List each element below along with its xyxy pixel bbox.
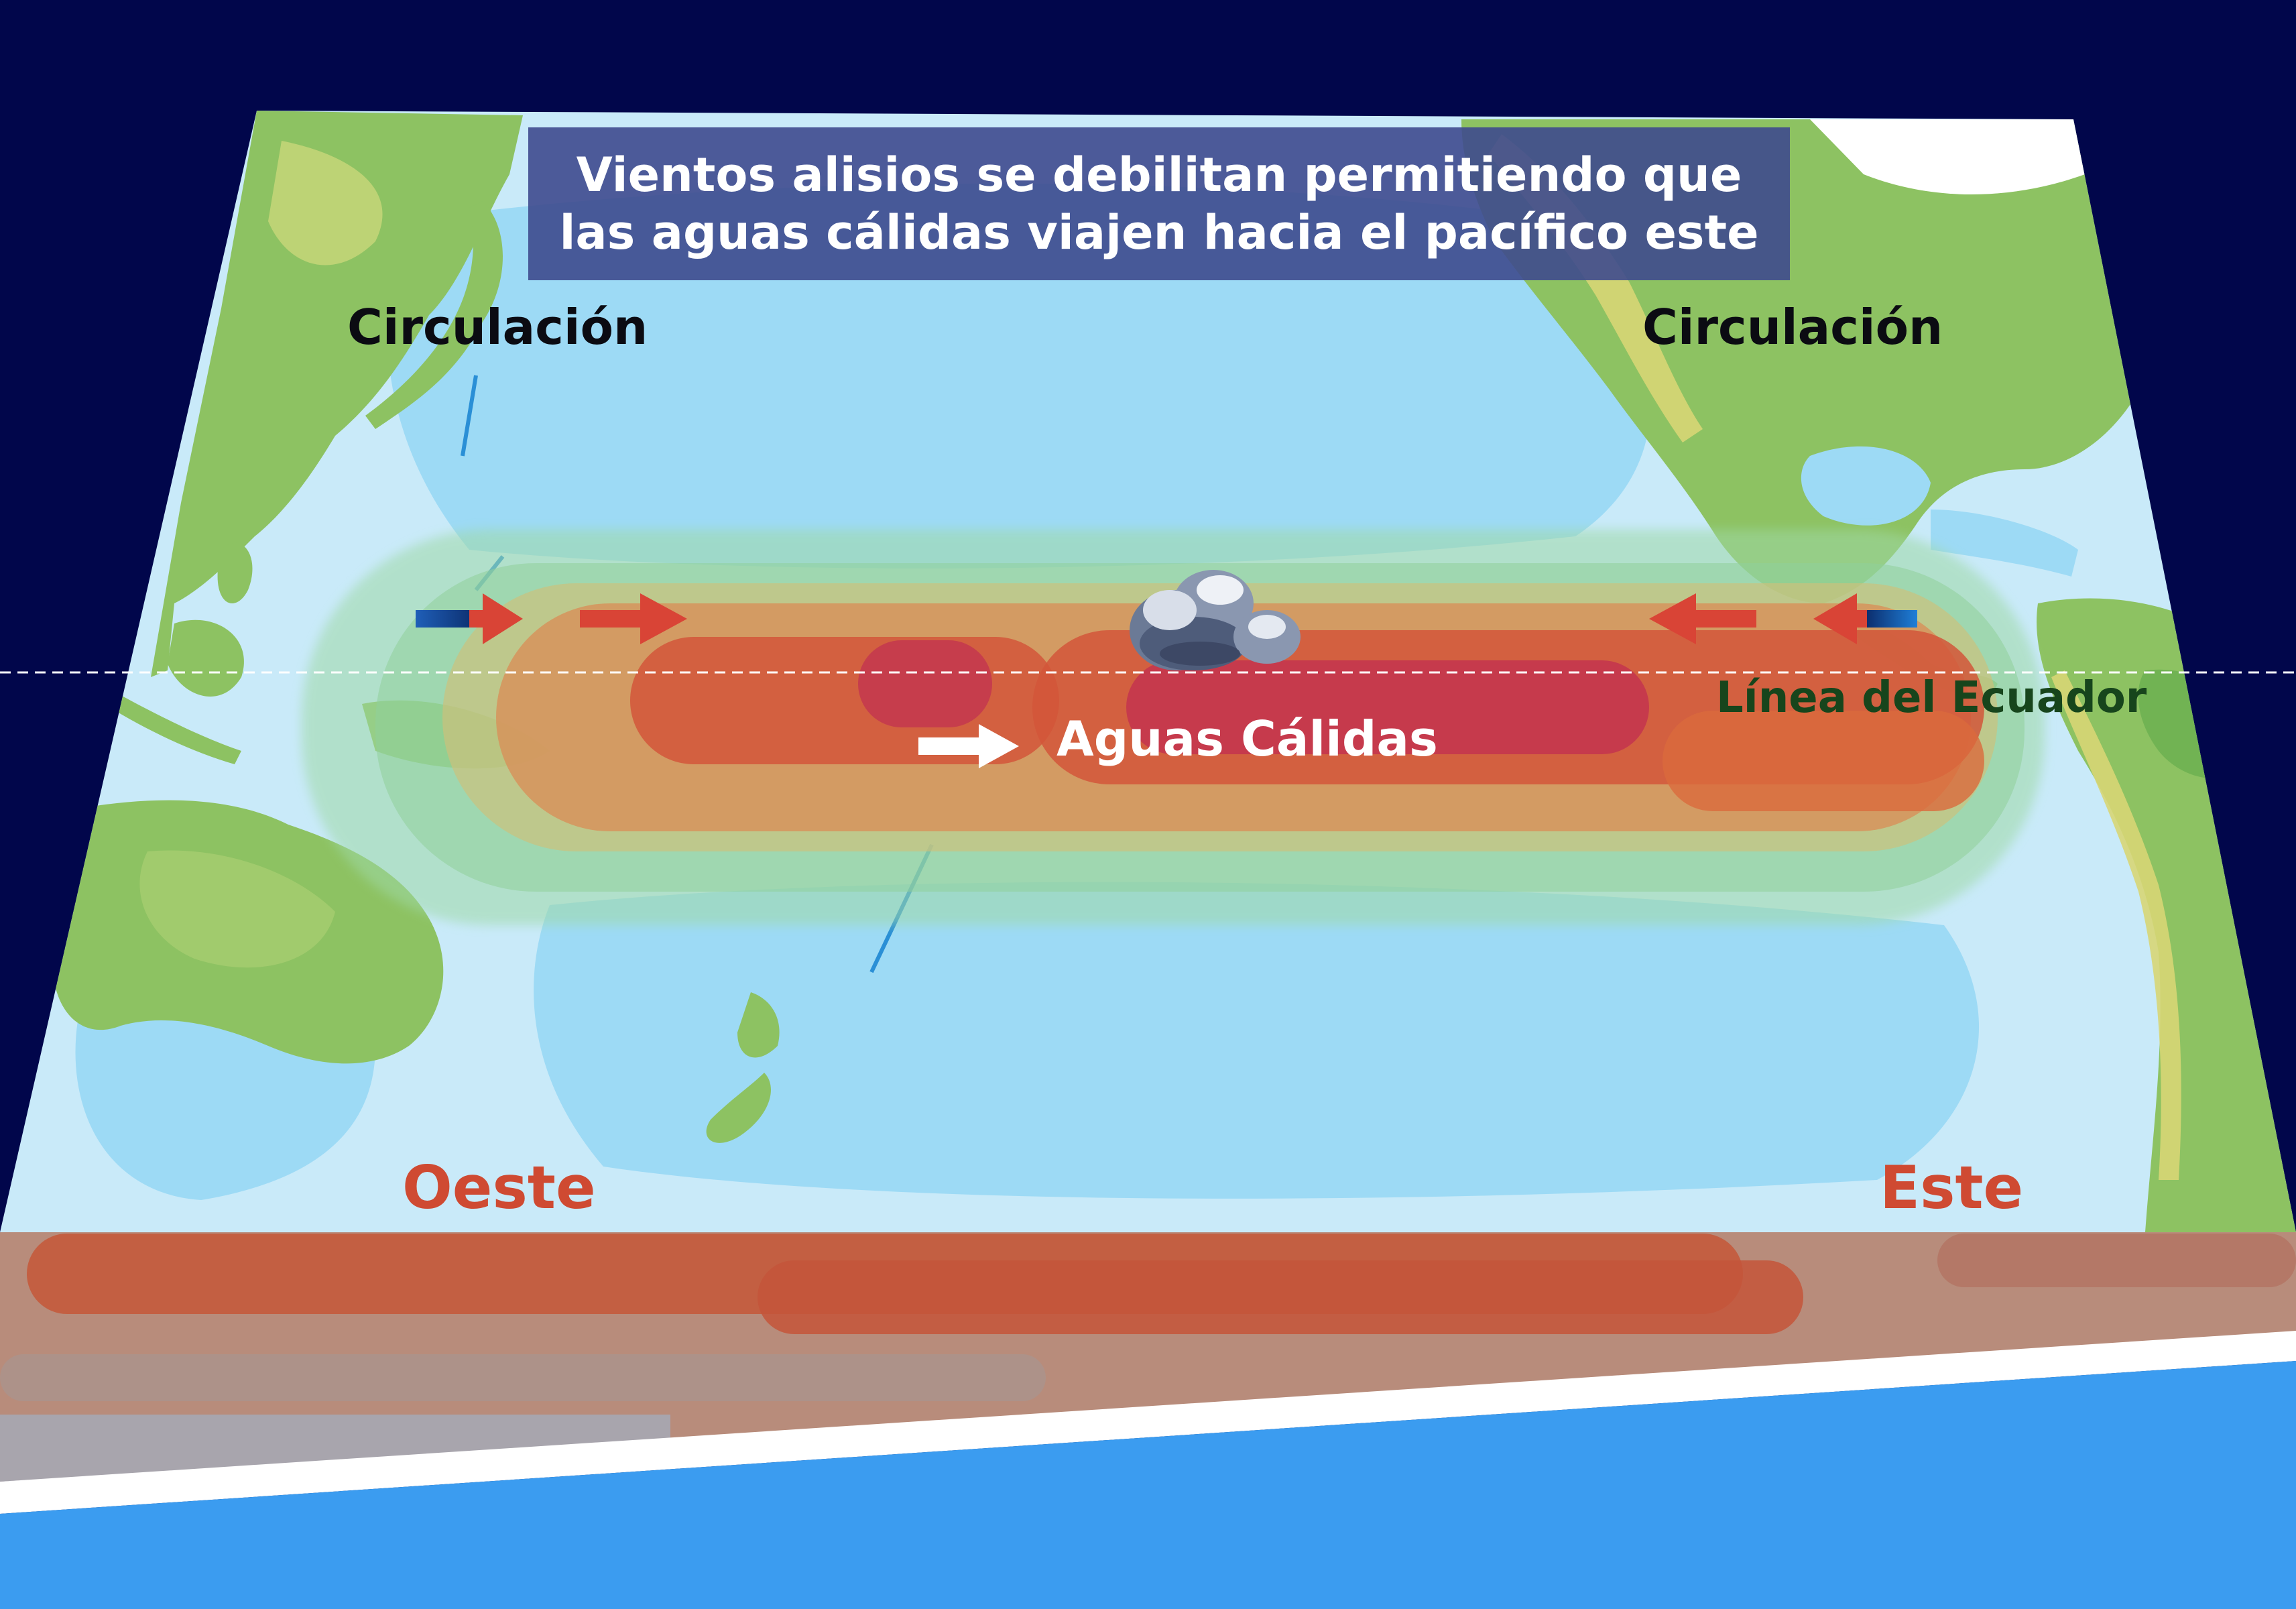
- water-surface-blue: [0, 1361, 2296, 1609]
- white-edge: [0, 1331, 2296, 1514]
- gulf-of-mexico: [1801, 446, 1931, 526]
- trade-wind-arrow-icon: [416, 593, 523, 644]
- circulation-label-right: Circulación: [1642, 299, 1943, 355]
- anomaly-core-east: [1126, 660, 1649, 754]
- title-banner: Vientos alisios se debilitan permitiendo…: [528, 127, 1790, 280]
- andes: [2051, 670, 2181, 1180]
- trade-wind-arrow-icon: [1649, 593, 1756, 644]
- australia-interior: [139, 850, 335, 968]
- title-line-1: Vientos alisios se debilitan permitiendo…: [576, 147, 1742, 202]
- new-zealand: [706, 992, 780, 1143]
- asia-land: [151, 111, 523, 677]
- title-line-2: las aguas cálidas viajen hacia el pacífi…: [559, 205, 1759, 260]
- east-label: Este: [1880, 1153, 2024, 1222]
- greenland-ice: [1810, 119, 2085, 194]
- cross-section-warm-deep: [758, 1260, 1803, 1334]
- cross-section-lower: [0, 1354, 1046, 1401]
- asia-highlands: [268, 141, 383, 265]
- trade-wind-arrow-icon: [580, 593, 687, 644]
- cross-section-east-layer: [1937, 1234, 2296, 1287]
- japan-islands: [365, 201, 503, 429]
- sea-temperature-anomaly: [302, 530, 2045, 925]
- trade-wind-arrows-east: [1649, 593, 1917, 644]
- cross-section-grey: [0, 1415, 670, 1482]
- circulation-label-left: Circulación: [347, 299, 648, 355]
- storm-cloud-icon: [1130, 570, 1301, 670]
- warm-current-arrow-icon: [918, 724, 1019, 768]
- trade-wind-arrow-icon: [1813, 593, 1917, 644]
- anomaly-east-tail: [1663, 711, 1984, 811]
- warm-waters-label: Aguas Cálidas: [1056, 711, 1438, 767]
- philippines: [217, 542, 253, 603]
- ocean-cross-section: [0, 1232, 2296, 1609]
- equator-label: Línea del Ecuador: [1716, 673, 2147, 723]
- trade-wind-arrows-west: [416, 593, 687, 644]
- caribbean: [1931, 510, 2078, 577]
- anomaly-core-west: [858, 640, 992, 727]
- borneo: [168, 619, 244, 697]
- sumatra-java: [94, 684, 241, 764]
- ocean-trench-1: [461, 375, 478, 457]
- west-label: Oeste: [402, 1153, 596, 1222]
- deep-ocean-south: [534, 882, 1980, 1199]
